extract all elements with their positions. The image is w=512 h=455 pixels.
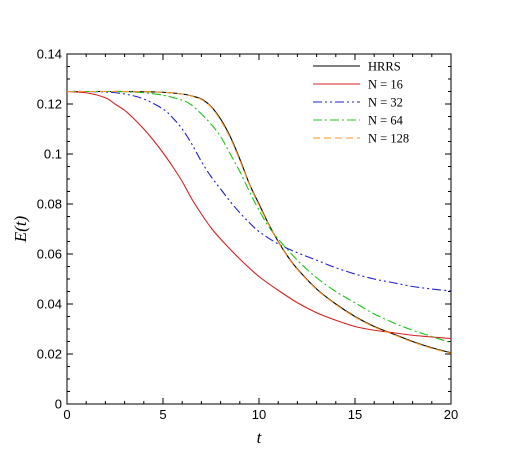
legend-label: HRRS [368, 60, 401, 74]
legend-label: N = 64 [368, 114, 404, 128]
series-line-1 [66, 90, 452, 340]
y-tick-label: 0.14 [37, 47, 62, 62]
series-line-4 [67, 90, 452, 354]
y-tick-label: 0.08 [37, 197, 62, 212]
y-tick-label: 0.04 [37, 297, 62, 312]
x-axis-title: t [257, 428, 263, 447]
y-tick-label: 0.12 [37, 97, 62, 112]
y-tick-label: 0.1 [44, 147, 62, 162]
series-lines [66, 90, 452, 354]
axis-ticks: 0 5 10 15 20 0 0.02 0.04 0.06 0.08 0.1 0.12 0.14 [37, 47, 459, 423]
x-tick-label: 0 [63, 407, 70, 422]
x-tick-label: 5 [159, 407, 166, 422]
y-tick-label: 0 [55, 397, 62, 412]
x-tick-label: 20 [444, 407, 458, 422]
series-line-3 [67, 90, 452, 344]
legend-label: N = 128 [368, 132, 409, 146]
y-axis-title: E(t) [11, 215, 30, 243]
y-tick-label: 0.06 [37, 247, 62, 262]
x-tick-label: 15 [348, 407, 362, 422]
x-tick-label: 10 [252, 407, 266, 422]
series-line-2 [66, 90, 452, 292]
legend-label: N = 16 [368, 78, 403, 92]
y-tick-label: 0.02 [37, 347, 62, 362]
legend: HRRS N = 16 N = 32 N = 64 N = 128 [313, 60, 409, 146]
legend-label: N = 32 [368, 96, 403, 110]
